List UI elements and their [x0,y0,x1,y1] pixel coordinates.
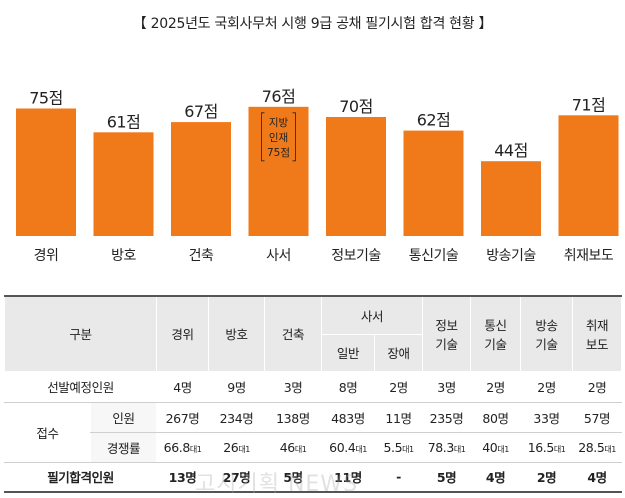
bar-value-label: 75점 [29,89,63,108]
table-cell: 26대1 [208,432,265,463]
header-chwijae: 취재 보도 [572,295,622,372]
table-cell: 235명 [422,402,471,433]
bar-value-label: 62점 [417,111,451,130]
row-competition: 경쟁률 66.8대1 26대1 46대1 60.4대1 5.5대1 78.3대1 40대1 1… [5,432,622,463]
table-cell: 80명 [470,402,521,433]
table-cell: 2명 [572,371,622,403]
bar-value-label: 61점 [107,112,141,131]
category-label: 정보기술 [331,248,381,264]
table-cell: 46대1 [264,432,322,463]
table-cell: 2명 [520,371,573,403]
bar-7 [558,115,619,236]
bar-value-label: 44점 [494,141,528,160]
table-cell: 234명 [208,402,265,433]
category-label: 방송기술 [486,248,536,264]
table-cell: 78.3대1 [422,432,471,463]
table-cell: 4명 [572,462,622,493]
category-label: 건축 [189,248,214,264]
table-cell: 4명 [470,462,521,493]
table-cell: 5.5대1 [374,432,423,463]
bar-value-label: 71점 [572,95,606,114]
annotation-bracket-right [292,112,296,162]
bar-4 [326,117,386,236]
bar-0 [16,108,76,236]
category-label: 경위 [34,248,59,264]
table-cell: 5명 [422,462,471,493]
table-cell: 2명 [520,462,573,493]
bar-value-label: 70점 [339,97,373,116]
table-cell: 13명 [156,462,209,493]
table-cell: 33명 [520,402,573,433]
table-cell: 2명 [374,371,423,403]
annotation-line: 지방 [269,117,289,129]
table-cell: 267명 [156,402,209,433]
table-cell: 5명 [264,462,322,493]
table-cell: - [374,462,423,493]
bar-6 [481,161,541,236]
category-label: 통신기술 [409,248,459,264]
row-label: 경쟁률 [89,432,157,463]
header-ilban: 일반 [321,334,375,372]
category-label: 방호 [111,248,136,264]
table-cell: 483명 [321,402,375,433]
annotation-bracket-left [261,112,265,162]
header-jeongbo: 정보 기술 [422,295,471,372]
header-jangae: 장애 [374,334,423,372]
table-cell: 2명 [470,371,521,403]
recruitment-table: 구분 경위 방호 건축 사서 정보기술 통신기술 방송기술 취재보도 합계 일반… [3,295,622,493]
table-cell: 3명 [422,371,471,403]
table-cell: 40대1 [470,432,521,463]
table-cell: 66.8대1 [156,432,209,463]
chart-title: 【 2025년도 국회사무처 시행 9급 공채 필기시험 합격 현황 】 [132,16,493,32]
header-gubun: 구분 [3,295,157,372]
row-label-jeopsu: 접수 [4,402,91,463]
header-bangho: 방호 [208,295,265,372]
category-label: 사서 [266,248,291,264]
table-cell: 8명 [321,371,375,403]
table-cell: 16.5대1 [520,432,573,463]
bar-value-label: 76점 [262,87,296,106]
table-cell: 3명 [264,371,322,403]
header-geonchuk: 건축 [264,295,322,372]
row-label: 인원 [89,402,157,433]
row-applicants: 접수 인원 267명234명138명483명11명235명80명33명57명1,… [4,402,622,463]
header-bangsong: 방송 기술 [520,295,573,372]
row-label: 선발예정인원 [3,371,157,403]
table-cell: 60.4대1 [321,432,375,463]
table-cell: 138명 [264,402,322,433]
annotation-line: 75점 [267,147,290,159]
header-sa-seo: 사서 [321,295,423,335]
bar-chart: 75점 61점 67점 76점 70점 62점 44점 71점 경위 방호 건축 사서 정보기술 통신기… [16,87,619,264]
header-gyeongwi: 경위 [156,295,209,372]
watermark: 고시기획 NEWS [195,472,359,497]
table-cell: 9명 [208,371,265,403]
header-tongsin: 통신 기술 [470,295,521,372]
annotation-line: 인재 [269,132,288,144]
bar-2 [171,122,231,236]
table-cell: 28.5대1 [572,432,622,463]
table-cell: 57명 [572,402,622,433]
table-cell: 4명 [156,371,209,403]
row-label: 필기합격인원 [3,462,157,493]
row-selection: 선발예정인원 4명9명3명8명2명3명2명2명2명35명 [3,371,622,403]
bar-5 [403,130,464,236]
bar-value-label: 67점 [184,102,218,121]
category-label: 취재보도 [564,248,614,264]
table-cell: 11명 [374,402,423,433]
table-cell: 27명 [208,462,265,493]
bar-1 [93,132,154,236]
table-cell: 11명 [321,462,375,493]
bar-3 [248,106,309,236]
